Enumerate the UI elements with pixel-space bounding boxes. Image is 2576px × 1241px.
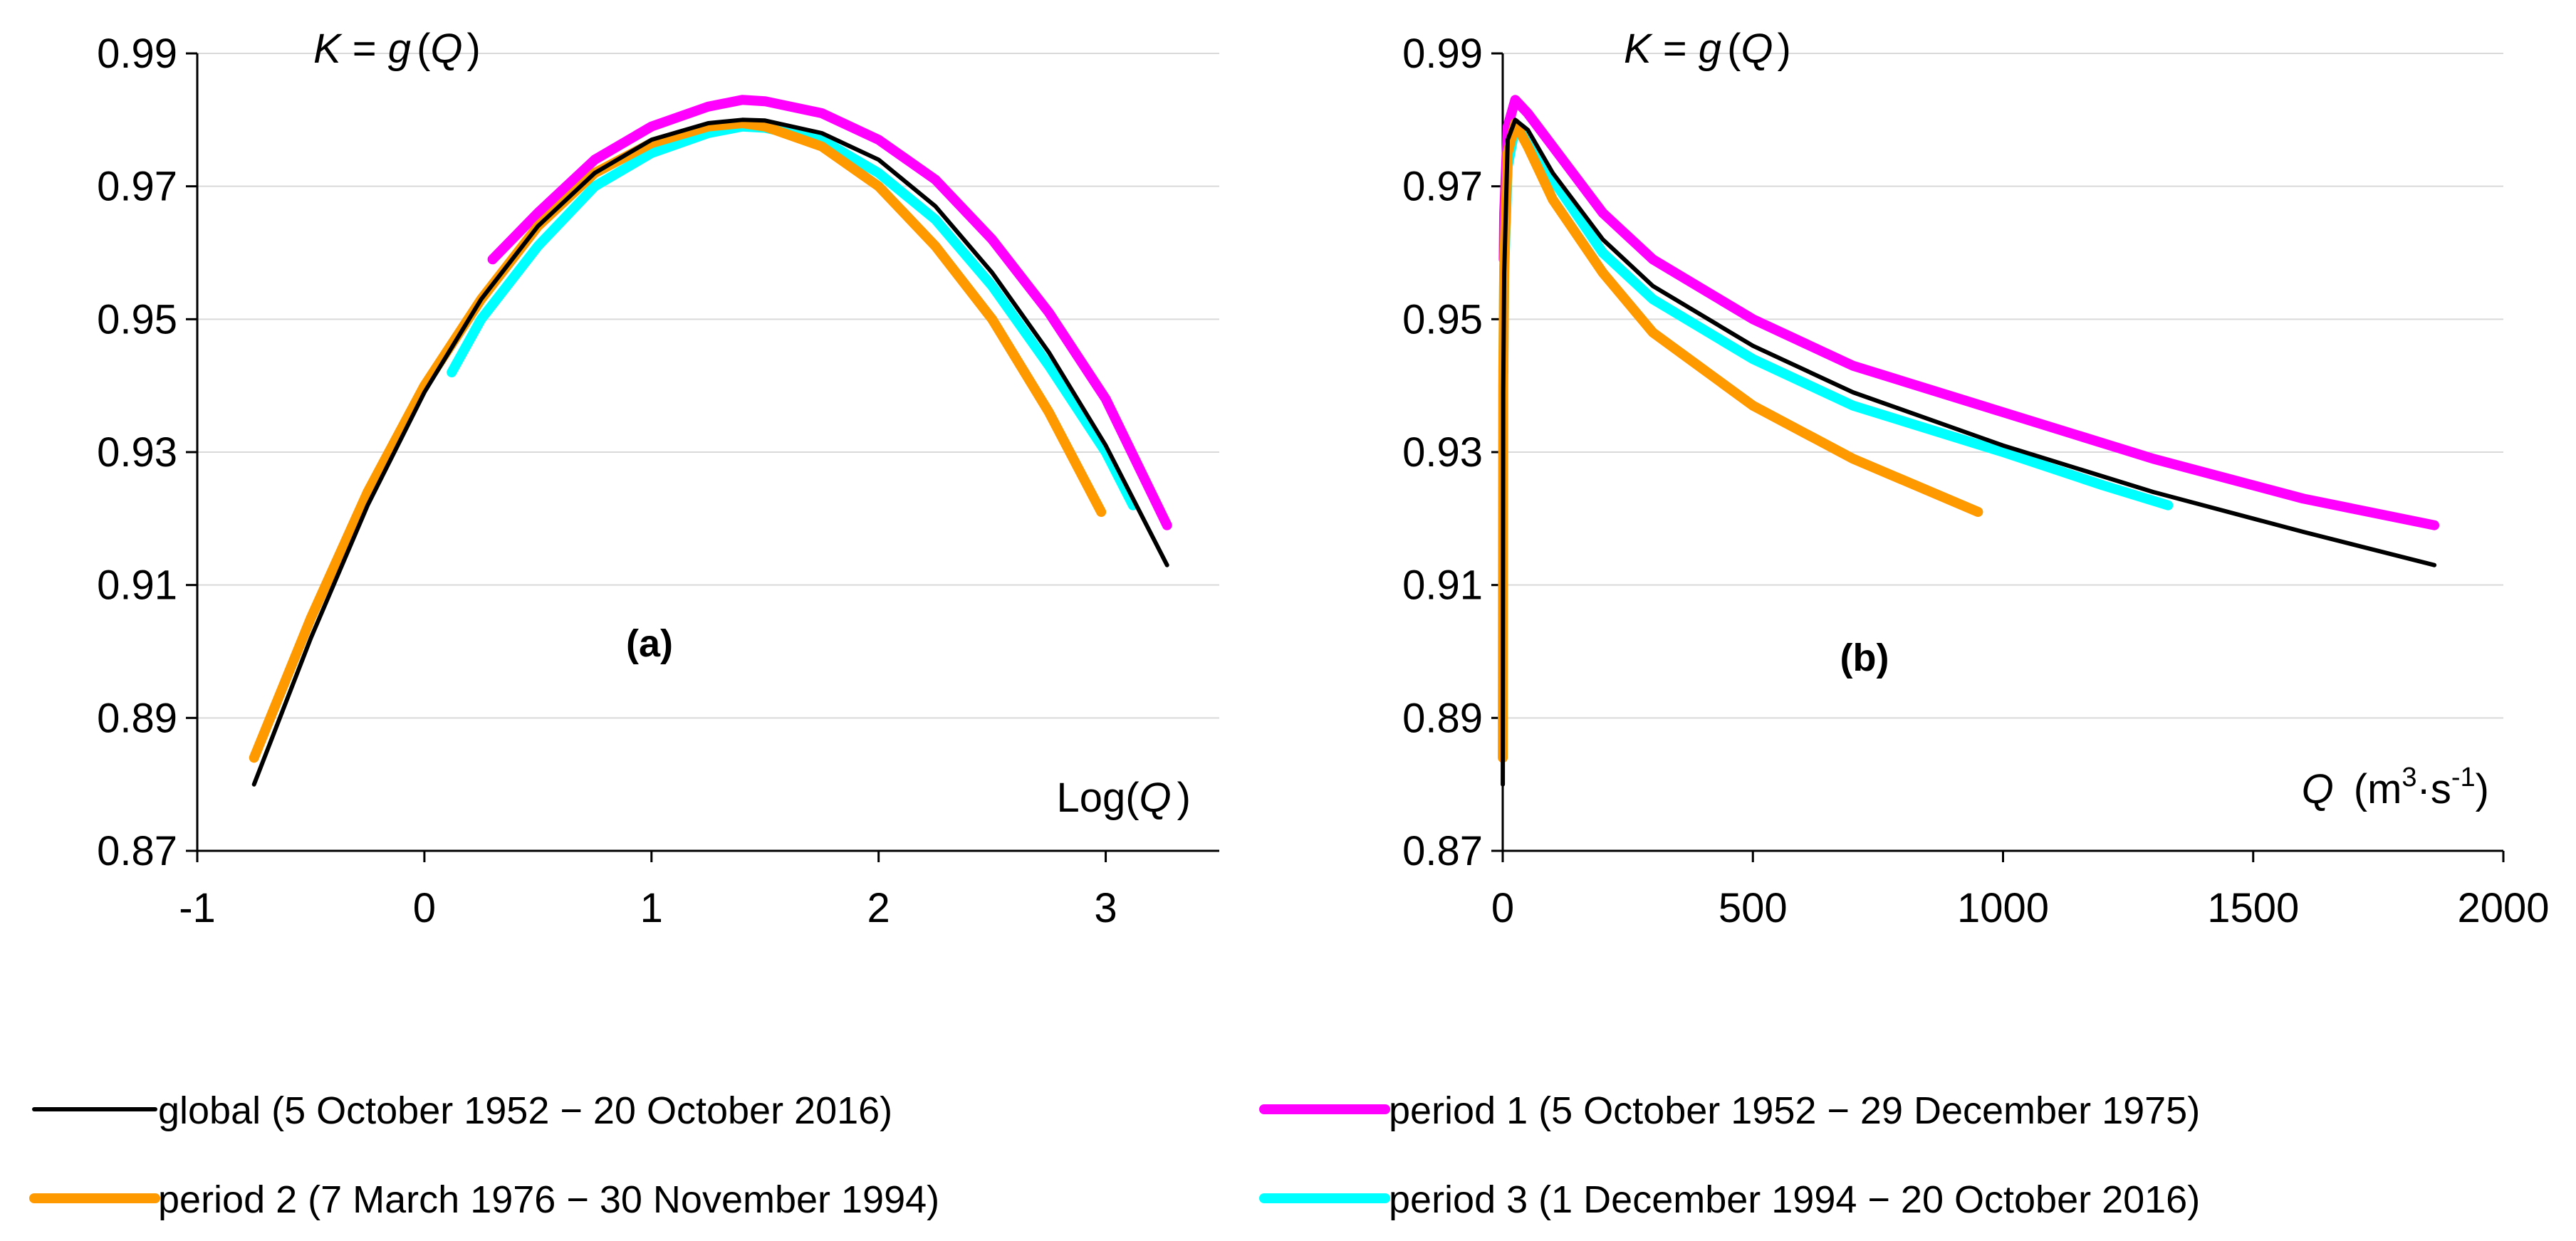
- series-line-period2-a: [249, 118, 1107, 763]
- legend-label-period2: period 2 (7 March 1976 − 30 November 199…: [158, 1178, 939, 1221]
- chart-panel-a: 0.87 0.89 0.91 0.93 0.95 0.97 0.99 -1 0 1 2 3 K = g…: [97, 26, 1219, 931]
- x-tick-label-a: -1: [179, 885, 216, 931]
- formula-label-a: K = g (Q): [313, 26, 481, 72]
- legend-label-period3: period 3 (1 December 1994 − 20 October 2…: [1389, 1178, 2200, 1221]
- y-tick-label-a: 0.95: [97, 296, 177, 342]
- x-tick-label-b: 2000: [2457, 885, 2549, 931]
- y-tick-label-b: 0.93: [1402, 429, 1483, 476]
- y-tick-label-a: 0.91: [97, 562, 177, 609]
- x-tick-label-b: 500: [1719, 885, 1788, 931]
- y-tick-label-b: 0.95: [1402, 296, 1483, 342]
- x-axis-title-b: Q (m3·s-1): [2302, 763, 2489, 812]
- x-tick-label-b: 1500: [2207, 885, 2299, 931]
- x-axis-title-a: Log(Q): [1056, 775, 1191, 821]
- y-tick-label-a: 0.99: [97, 31, 177, 77]
- legend-item-period3: period 3 (1 December 1994 − 20 October 2…: [1259, 1178, 2200, 1221]
- series-line-period1-a: [487, 95, 1172, 530]
- y-tick-label-b: 0.91: [1402, 562, 1483, 609]
- y-tick-label-a: 0.89: [97, 695, 177, 741]
- y-tick-label-a: 0.97: [97, 164, 177, 210]
- y-tick-label-b: 0.99: [1402, 31, 1483, 77]
- y-tick-label-a: 0.93: [97, 429, 177, 476]
- legend: global (5 October 1952 − 20 October 2016…: [29, 1089, 2200, 1221]
- y-tick-label-b: 0.97: [1402, 164, 1483, 210]
- series-line-period3-a: [447, 121, 1138, 510]
- legend-item-period2: period 2 (7 March 1976 − 30 November 199…: [29, 1178, 939, 1221]
- y-tick-label-b: 0.89: [1402, 695, 1483, 741]
- x-tick-label-a: 1: [640, 885, 663, 931]
- legend-label-period1: period 1 (5 October 1952 − 29 December 1…: [1389, 1089, 2200, 1132]
- panel-tag-a: (a): [626, 622, 673, 665]
- x-tick-label-b: 1000: [1957, 885, 2049, 931]
- x-tick-label-a: 2: [867, 885, 890, 931]
- chart-panel-b: 0.87 0.89 0.91 0.93 0.95 0.97 0.99 0 500 1000 1500…: [1402, 26, 2549, 931]
- legend-item-period1: period 1 (5 October 1952 − 29 December 1…: [1259, 1089, 2200, 1132]
- y-tick-label-a: 0.87: [97, 828, 177, 874]
- y-tick-label-b: 0.87: [1402, 828, 1483, 874]
- panel-tag-b: (b): [1840, 637, 1889, 679]
- series-line-global-b: [1501, 117, 2437, 787]
- x-tick-label-a: 3: [1094, 885, 1117, 931]
- legend-label-global: global (5 October 1952 − 20 October 2016…: [158, 1089, 892, 1132]
- x-tick-label-a: 0: [413, 885, 436, 931]
- x-tick-label-b: 0: [1491, 885, 1514, 931]
- series-line-period1-b: [1498, 95, 2440, 530]
- legend-item-global: global (5 October 1952 − 20 October 2016…: [32, 1089, 892, 1132]
- series-line-global-a: [251, 117, 1169, 787]
- formula-label-b: K = g (Q): [1624, 26, 1791, 72]
